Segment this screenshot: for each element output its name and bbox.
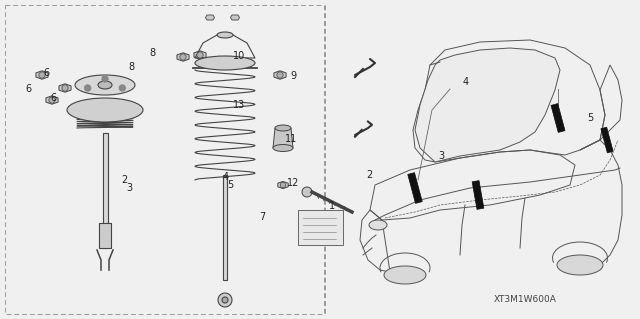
Ellipse shape: [384, 266, 426, 284]
Text: 7: 7: [259, 212, 266, 222]
Polygon shape: [273, 128, 293, 148]
Text: 11: 11: [285, 134, 298, 144]
Polygon shape: [601, 127, 613, 153]
Polygon shape: [551, 104, 565, 132]
Text: 1: 1: [328, 201, 335, 211]
Polygon shape: [223, 175, 227, 280]
Text: 9: 9: [290, 71, 296, 81]
Text: 3: 3: [438, 151, 445, 161]
Polygon shape: [194, 51, 206, 59]
Text: 6: 6: [43, 68, 49, 78]
Text: 2: 2: [366, 170, 372, 180]
Text: 13: 13: [233, 100, 246, 110]
Circle shape: [180, 54, 186, 60]
Circle shape: [84, 85, 91, 91]
Text: 4: 4: [222, 172, 228, 182]
Polygon shape: [59, 84, 71, 92]
Ellipse shape: [217, 32, 233, 38]
Polygon shape: [205, 15, 214, 20]
Circle shape: [102, 76, 108, 82]
Polygon shape: [46, 96, 58, 104]
Ellipse shape: [369, 220, 387, 230]
Circle shape: [218, 293, 232, 307]
Text: 5: 5: [227, 180, 234, 190]
Circle shape: [277, 72, 283, 78]
Text: 8: 8: [128, 62, 134, 72]
Polygon shape: [274, 71, 286, 79]
Circle shape: [49, 97, 55, 103]
Text: 5: 5: [587, 113, 593, 123]
Polygon shape: [36, 71, 48, 79]
Polygon shape: [102, 133, 108, 248]
Ellipse shape: [98, 81, 112, 89]
Circle shape: [197, 52, 203, 58]
Text: XT3M1W600A: XT3M1W600A: [493, 295, 556, 304]
Bar: [5, 5, 324, 314]
Polygon shape: [177, 53, 189, 61]
Circle shape: [119, 85, 125, 91]
Polygon shape: [472, 181, 484, 209]
Polygon shape: [99, 223, 111, 248]
Circle shape: [222, 297, 228, 303]
Circle shape: [62, 85, 68, 91]
Text: 8: 8: [149, 48, 156, 58]
Text: 12: 12: [287, 178, 300, 189]
Polygon shape: [230, 15, 239, 20]
Ellipse shape: [275, 125, 291, 131]
Text: 2: 2: [122, 175, 128, 185]
Polygon shape: [278, 182, 288, 189]
Polygon shape: [415, 48, 560, 162]
Circle shape: [39, 72, 45, 78]
Ellipse shape: [557, 255, 603, 275]
Text: 4: 4: [463, 77, 469, 87]
Circle shape: [302, 187, 312, 197]
FancyBboxPatch shape: [298, 210, 343, 245]
Circle shape: [280, 182, 285, 188]
Ellipse shape: [273, 145, 293, 152]
Polygon shape: [408, 173, 422, 204]
Text: 3: 3: [126, 183, 132, 193]
Ellipse shape: [75, 75, 135, 95]
Ellipse shape: [195, 56, 255, 70]
Text: 6: 6: [50, 93, 56, 103]
Text: 6: 6: [26, 84, 32, 94]
Text: 10: 10: [233, 51, 246, 61]
Ellipse shape: [67, 98, 143, 122]
